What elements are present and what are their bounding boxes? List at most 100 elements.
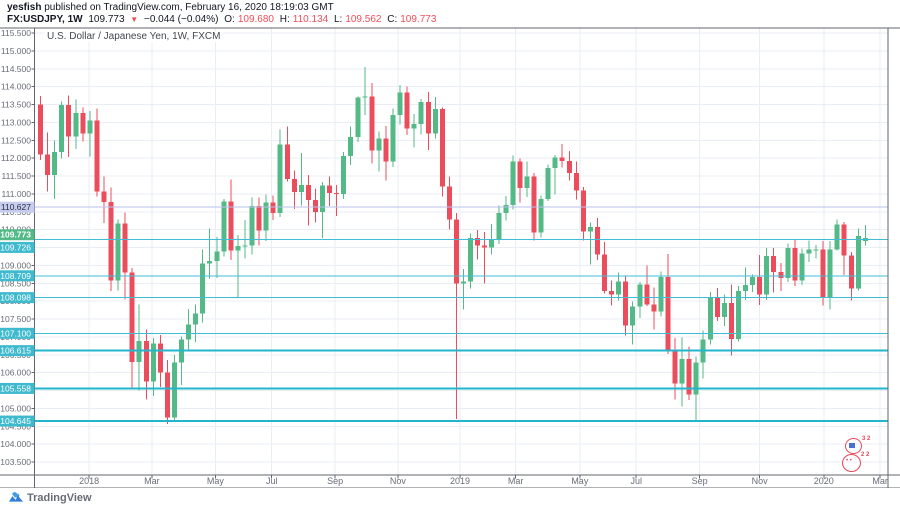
stamp-bottom-number: 2 2 [861,452,870,458]
candle-up [806,249,812,254]
stamp-circle-top [845,438,862,454]
candle-down [327,185,333,193]
candle-up [637,284,643,307]
price-level-label-text: 108.709 [0,271,31,281]
signature-stamp: 3 2 • • 2 2 [840,435,882,479]
price-tick-label: 104.000 [0,439,31,449]
time-axis[interactable] [35,475,889,488]
candle-up [214,251,220,262]
candle-down [453,219,459,284]
candle-up [750,277,756,286]
time-tick-label: 2019 [450,476,470,486]
candle-up [630,306,636,326]
price-level-label [0,345,35,357]
chart-legend: U.S. Dollar / Japanese Yen, 1W, FXCM [44,31,224,42]
candle-up [679,359,685,384]
candle-down [157,343,163,373]
low-label: L: [333,14,343,25]
candle-up [186,324,192,340]
candle-up [390,115,396,162]
candle-up [432,108,438,134]
price-tick-label: 112.000 [1,153,31,163]
price-tick-label: 111.000 [2,189,32,199]
time-tick-label: Sep [692,476,708,486]
close-label: C: [387,14,398,25]
price-tick-label: 113.500 [1,100,31,110]
candle-down [334,192,340,195]
candle-up [693,362,699,395]
open-label: O: [224,14,235,25]
candle-down [848,255,854,289]
candle-up [721,302,727,317]
candle-up [193,313,199,325]
candle-up [207,261,213,264]
candle-up [341,155,347,195]
last-price-label-text: 109.773 [0,230,31,240]
candle-up [59,105,65,153]
candle-down [609,290,615,295]
price-level-label-text: 110.627 [1,202,31,212]
time-tick-label: Sep [327,476,343,486]
candle-up [707,297,713,340]
candle-down [482,245,488,248]
candle-down [143,341,149,382]
candle-down [312,199,318,212]
price-tick-label: 109.000 [0,260,31,270]
candle-down [820,249,826,298]
price-tick-label: 112.500 [1,135,31,145]
high-label: H: [279,14,290,25]
time-tick-label: 2020 [814,476,834,486]
candle-down [566,160,572,174]
candle-up [799,253,805,281]
candle-up [115,223,121,281]
candle-down [757,277,763,295]
candle-down [108,202,114,281]
candle-down [383,138,389,162]
candle-down [778,272,784,278]
price-level-label [0,201,35,213]
candle-down [66,105,72,137]
candle-down [771,256,777,273]
time-tick-label: Mar [144,476,160,486]
time-tick-label: Mar [508,476,524,486]
time-tick-label: Nov [752,476,769,486]
candle-up [503,204,509,213]
candle-down [94,120,100,192]
price-level-label-text: 109.726 [0,242,31,252]
time-tick-label: May [207,476,225,486]
candle-up [397,92,403,116]
tradingview-brand[interactable]: TradingView [27,492,92,504]
price-tick-label: 114.000 [1,82,31,92]
candle-down [80,113,86,134]
price-level-label-text: 108.098 [0,293,31,303]
candle-down [559,157,565,161]
candle-down [38,104,43,155]
candle-up [150,343,156,382]
price-level-label-text: 105.558 [0,383,31,393]
stamp-circle-bottom: • • [842,454,861,472]
time-tick-label: Nov [390,476,407,486]
candle-up [764,256,770,295]
candle-up [743,285,748,291]
price-level-label [0,241,35,253]
candle-down [573,173,579,191]
published-line: yesfish published on TradingView.com, Fe… [7,2,887,13]
candle-down [446,186,452,220]
open-value: 109.680 [237,14,274,25]
footer: TradingView [0,488,900,509]
symbol-line: FX:USDJPY, 1W 109.773 ▼ −0.044 (−0.04%) … [7,14,887,25]
candle-up [355,97,361,138]
candle-up [411,123,417,129]
candle-down [531,176,537,233]
candle-down [665,276,671,352]
candle-up [348,137,354,156]
last-price-label [0,229,35,241]
time-tick-label: May [571,476,589,486]
candle-up [616,281,622,295]
price-axis[interactable] [0,28,35,488]
price-level-label [0,382,35,394]
tradingview-logo[interactable] [8,491,24,505]
price-tick-label: 114.500 [1,64,31,74]
candle-down [841,224,847,256]
